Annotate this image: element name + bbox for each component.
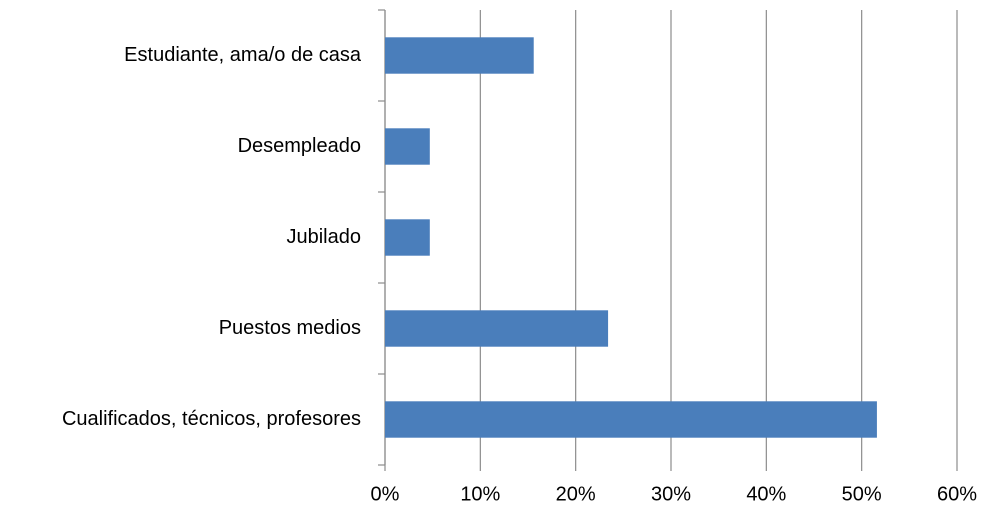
x-tick-label: 30% [651, 483, 691, 505]
x-tick-label: 10% [460, 483, 500, 505]
bar [385, 401, 877, 438]
y-tick-label: Estudiante, ama/o de casa [124, 44, 362, 66]
bar [385, 219, 430, 256]
bar [385, 310, 609, 347]
bar [385, 37, 534, 74]
y-tick-label: Jubilado [286, 226, 361, 248]
x-tick-label: 0% [371, 483, 400, 505]
y-tick-label: Puestos medios [219, 317, 361, 339]
x-tick-label: 60% [937, 483, 977, 505]
bar [385, 128, 430, 165]
x-tick-label: 20% [556, 483, 596, 505]
y-tick-label: Desempleado [238, 135, 361, 157]
y-tick-label: Cualificados, técnicos, profesores [62, 408, 361, 430]
x-tick-label: 50% [842, 483, 882, 505]
x-tick-label: 40% [746, 483, 786, 505]
